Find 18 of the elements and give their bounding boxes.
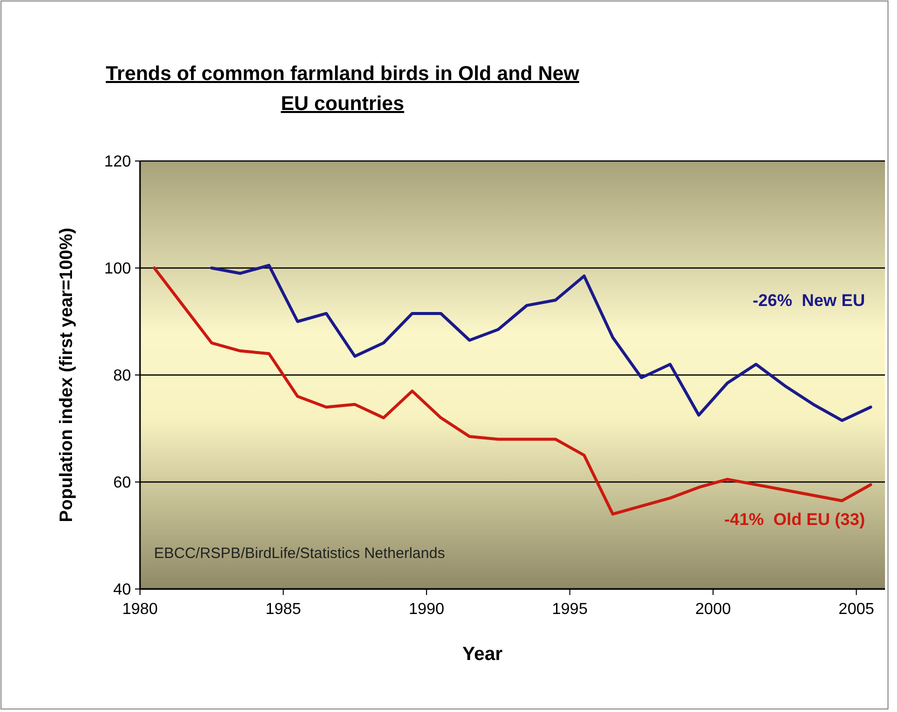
chart-title: Trends of common farmland birds in Old and New EU countries xyxy=(106,63,580,115)
x-tick-label: 2000 xyxy=(695,601,731,618)
y-tick-label: 80 xyxy=(113,368,132,385)
series-label: -41% Old EU (33) xyxy=(724,510,865,529)
x-axis-title: Year xyxy=(462,644,504,665)
x-tick-label: 1980 xyxy=(122,601,158,618)
x-tick-label: 1985 xyxy=(265,601,302,618)
y-axis-title: Population index (first year=100%) xyxy=(56,228,76,522)
x-tick-label: 1990 xyxy=(408,601,444,618)
y-tick-label: 120 xyxy=(104,154,132,171)
text: -26% New EU xyxy=(752,291,865,310)
y-tick-label: 100 xyxy=(104,260,132,278)
x-tick-label: 2005 xyxy=(838,601,874,618)
y-tick-label: 60 xyxy=(113,474,132,492)
y-tick-label: 40 xyxy=(113,582,132,599)
x-tick-label: 1995 xyxy=(552,601,588,618)
annotation: EBCC/RSPB/BirdLife/Statistics Netherlands xyxy=(154,545,445,562)
line-series xyxy=(210,264,872,422)
